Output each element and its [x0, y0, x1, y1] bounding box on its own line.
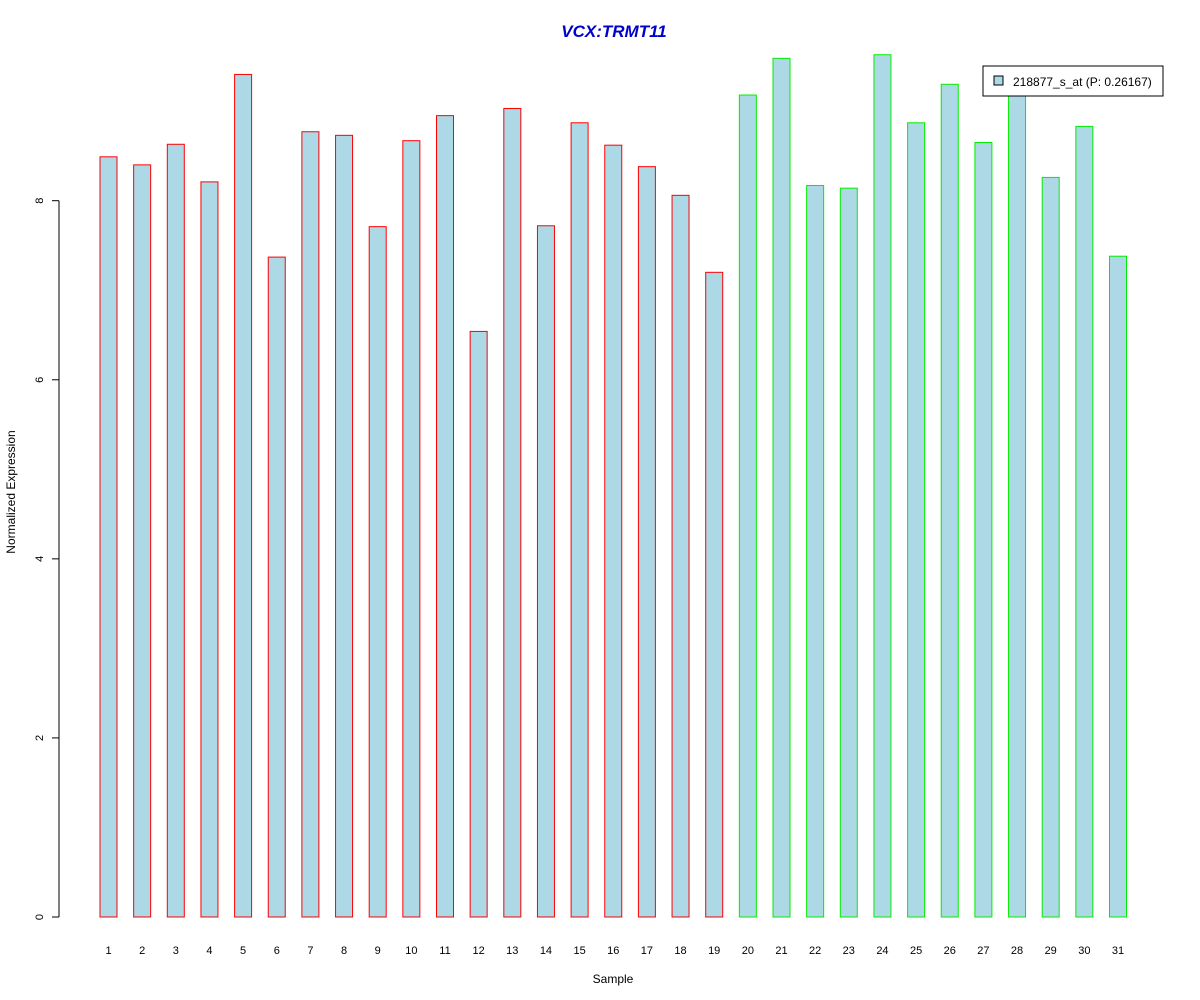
bar-sample-16	[604, 144, 623, 918]
x-tick-label: 9	[375, 945, 381, 957]
x-tick-label: 27	[977, 945, 989, 957]
x-tick-label: 26	[944, 945, 956, 957]
x-tick-label: 4	[206, 945, 212, 957]
x-tick-label: 8	[341, 945, 347, 957]
bar-sample-14	[536, 225, 555, 918]
legend-label: 218877_s_at (P: 0.26167)	[1013, 75, 1152, 89]
bar-sample-2	[133, 164, 152, 918]
x-tick-label: 5	[240, 945, 246, 957]
x-tick-label: 22	[809, 945, 821, 957]
bar-sample-20	[738, 94, 757, 918]
bar-sample-9	[368, 226, 387, 918]
x-axis-label: Sample	[593, 972, 634, 986]
x-tick-label: 1	[105, 945, 111, 957]
x-tick-label: 16	[607, 945, 619, 957]
y-tick-label: 4	[34, 556, 46, 562]
bar-sample-5	[234, 73, 253, 918]
x-tick-label: 3	[173, 945, 179, 957]
bar-sample-30	[1075, 125, 1094, 918]
bar-sample-15	[570, 122, 589, 918]
bar-sample-24	[873, 54, 892, 918]
bar-sample-22	[806, 184, 825, 918]
x-tick-label: 29	[1045, 945, 1057, 957]
legend-swatch	[993, 75, 1004, 86]
x-tick-label: 21	[775, 945, 787, 957]
x-tick-labels: 1 2 3 4 5 6 7 8 9 10 11 12 13 14 15 16 17 18 19 20 21 22 23 24 2…	[105, 945, 1124, 957]
x-tick-label: 24	[876, 945, 888, 957]
bar-sample-7	[301, 131, 320, 918]
y-tick-label: 2	[34, 735, 46, 741]
x-tick-label: 23	[843, 945, 855, 957]
bar-sample-6	[267, 256, 286, 918]
y-tick-label: 8	[34, 198, 46, 204]
bar-sample-1	[99, 156, 118, 918]
bar-sample-29	[1041, 176, 1060, 918]
bar-sample-19	[705, 271, 724, 918]
bar-sample-28	[1008, 83, 1027, 918]
bar-sample-11	[436, 115, 454, 918]
x-tick-label: 6	[274, 945, 280, 957]
bar-sample-21	[772, 57, 791, 918]
bar-sample-4	[200, 181, 219, 918]
bars-group	[99, 54, 1127, 918]
x-tick-label: 30	[1078, 945, 1090, 957]
bar-sample-8	[335, 134, 354, 918]
bar-sample-10	[402, 140, 421, 918]
y-tick-label: 0	[34, 914, 46, 920]
x-tick-label: 7	[307, 945, 313, 957]
bar-sample-12	[469, 330, 488, 918]
x-tick-label: 31	[1112, 945, 1124, 957]
x-tick-label: 18	[674, 945, 686, 957]
x-tick-label: 17	[641, 945, 653, 957]
bar-sample-13	[503, 107, 522, 918]
bar-sample-31	[1109, 255, 1127, 918]
x-tick-label: 20	[742, 945, 754, 957]
legend-box	[982, 65, 1164, 97]
x-tick-label: 14	[540, 945, 552, 957]
x-tick-label: 12	[473, 945, 485, 957]
x-tick-label: 10	[405, 945, 417, 957]
x-tick-label: 11	[439, 945, 450, 957]
x-tick-label: 19	[708, 945, 720, 957]
y-axis-label: Normalized Expression	[4, 430, 18, 553]
bar-sample-25	[907, 122, 926, 918]
x-tick-label: 25	[910, 945, 922, 957]
x-tick-label: 2	[139, 945, 145, 957]
bar-sample-17	[637, 166, 656, 918]
bar-sample-26	[940, 83, 959, 918]
bar-sample-23	[839, 187, 858, 918]
x-tick-label: 13	[506, 945, 518, 957]
chart-title: VCX:TRMT11	[561, 22, 666, 41]
x-tick-label: 15	[573, 945, 585, 957]
bar-sample-3	[166, 143, 185, 918]
legend: 218877_s_at (P: 0.26167)	[982, 65, 1164, 97]
y-axis: 0 2 4 6 8	[34, 198, 60, 920]
bar-sample-18	[671, 194, 690, 918]
bar-sample-27	[974, 141, 993, 918]
x-tick-label: 28	[1011, 945, 1023, 957]
y-tick-label: 6	[34, 377, 46, 383]
